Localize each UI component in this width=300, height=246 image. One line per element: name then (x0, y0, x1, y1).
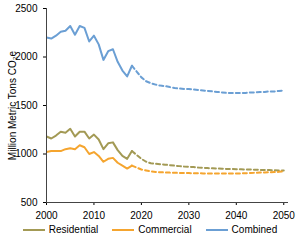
svg-text:2000: 2000 (15, 51, 38, 62)
html-text:Commercial: Commercial (138, 224, 192, 235)
svg-text:2040: 2040 (225, 210, 248, 221)
svg-text:1500: 1500 (15, 100, 38, 111)
html-text:Residential: Residential (48, 224, 99, 235)
svg-text:2030: 2030 (178, 210, 201, 221)
svg-text:2000: 2000 (35, 210, 58, 221)
svg-text:2500: 2500 (15, 3, 38, 14)
html-text:Combined: Combined (231, 224, 278, 235)
svg-text:1000: 1000 (15, 148, 38, 159)
svg-text:500: 500 (21, 197, 38, 208)
svg-text:2020: 2020 (130, 210, 153, 221)
svg-text:2050: 2050 (273, 210, 296, 221)
svg-text:2010: 2010 (83, 210, 106, 221)
svg-text:Million Metric Tons CO₂e: Million Metric Tons CO₂e (7, 50, 18, 160)
